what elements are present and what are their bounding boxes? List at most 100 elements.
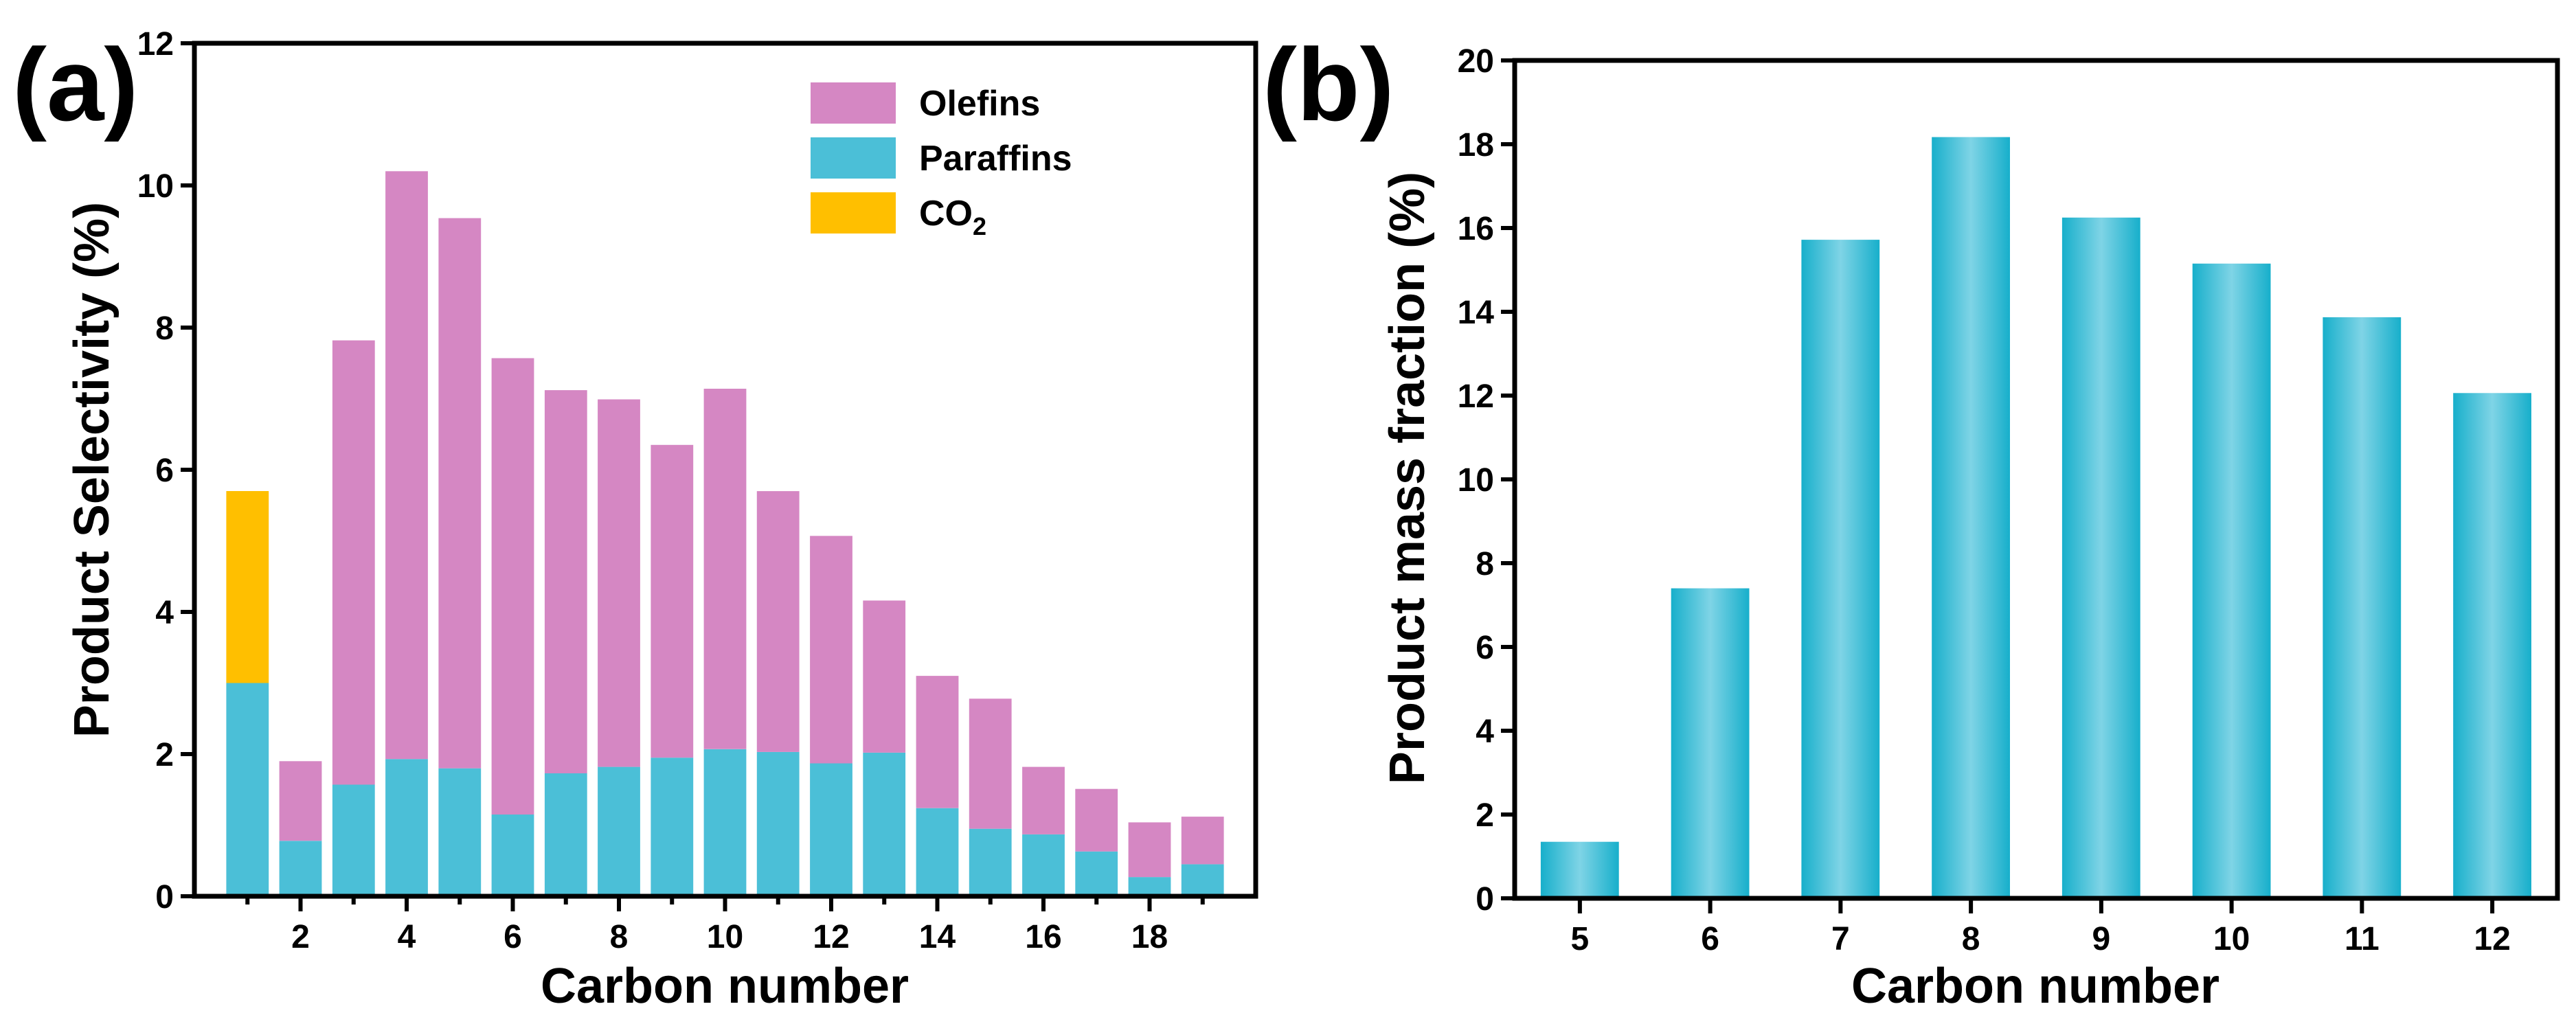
bar-b-c12 xyxy=(2453,393,2531,898)
y-tick-label-b-4: 4 xyxy=(1476,714,1494,750)
y-axis-title-a: Product Selectivity (%) xyxy=(65,202,120,738)
y-tick-label-a-12: 12 xyxy=(137,26,174,62)
legend-label-subscript: 2 xyxy=(973,212,986,240)
legend-a: Olefins Paraffins CO2 xyxy=(811,82,1072,240)
x-tick-label-a-18: 18 xyxy=(1131,919,1168,955)
bar-olefins-c17 xyxy=(1075,788,1118,852)
bar-paraffins-c3 xyxy=(332,784,375,896)
bar-paraffins-c2 xyxy=(279,841,322,896)
bar-paraffins-c13 xyxy=(863,752,906,896)
y-tick-label-b-18: 18 xyxy=(1458,127,1494,163)
x-axis-title-b: Carbon number xyxy=(1851,959,2219,1014)
bar-paraffins-c4 xyxy=(385,759,428,896)
bar-olefins-c4 xyxy=(385,171,428,760)
y-tick-label-b-10: 10 xyxy=(1458,462,1494,499)
x-tick-label-b-11: 11 xyxy=(2345,921,2380,957)
x-axis-title-a: Carbon number xyxy=(541,959,909,1014)
x-tick-label-b-7: 7 xyxy=(1831,921,1850,957)
bar-paraffins-c12 xyxy=(810,763,852,896)
x-tick-label-b-5: 5 xyxy=(1571,921,1590,957)
bar-b-c11 xyxy=(2323,317,2402,898)
y-tick-label-a-0: 0 xyxy=(155,879,174,915)
legend-swatch-paraffins xyxy=(811,137,896,179)
x-tick-label-b-8: 8 xyxy=(1962,921,1980,957)
bar-paraffins-c9 xyxy=(651,758,694,896)
bar-paraffins-c19 xyxy=(1181,864,1224,896)
x-tick-label-a-8: 8 xyxy=(610,919,629,955)
bar-paraffins-c17 xyxy=(1075,851,1118,896)
legend-label-co2: CO2 xyxy=(919,194,986,240)
bar-olefins-c16 xyxy=(1022,766,1065,834)
legend-swatch-co2 xyxy=(811,192,896,234)
bar-olefins-c2 xyxy=(279,761,322,841)
bar-paraffins-c10 xyxy=(703,749,747,896)
bar-olefins-c10 xyxy=(703,389,747,749)
y-tick-label-a-6: 6 xyxy=(155,453,174,489)
bar-paraffins-c11 xyxy=(756,751,800,896)
y-tick-label-a-2: 2 xyxy=(155,737,174,773)
y-tick-label-b-8: 8 xyxy=(1476,546,1494,582)
bar-co2-c1 xyxy=(226,491,269,683)
y-axis-title-b: Product mass fraction (%) xyxy=(1380,172,1435,784)
bar-b-c5 xyxy=(1540,841,1619,898)
bar-b-c8 xyxy=(1932,137,2010,899)
bar-olefins-c8 xyxy=(598,399,640,767)
bar-olefins-c5 xyxy=(438,218,482,769)
bar-olefins-c6 xyxy=(491,358,534,815)
bar-paraffins-c8 xyxy=(598,766,640,896)
bar-olefins-c11 xyxy=(756,491,800,752)
y-tick-label-b-6: 6 xyxy=(1476,630,1494,666)
y-axis-b: 0 2 4 6 8 10 12 14 16 18 20 xyxy=(1458,43,1515,918)
y-tick-label-a-4: 4 xyxy=(155,595,174,631)
legend-swatch-olefins xyxy=(811,82,896,124)
bar-b-c6 xyxy=(1671,588,1750,898)
y-tick-label-b-2: 2 xyxy=(1476,797,1494,834)
x-tick-label-b-6: 6 xyxy=(1701,921,1719,957)
legend-label-paraffins: Paraffins xyxy=(919,139,1072,179)
bar-olefins-c13 xyxy=(863,600,906,753)
bar-olefins-c14 xyxy=(916,676,959,808)
bar-paraffins-c16 xyxy=(1022,834,1065,896)
bars-a xyxy=(226,171,1224,896)
panel-label-a: (a) xyxy=(12,27,138,142)
bar-b-c10 xyxy=(2192,263,2271,898)
bar-olefins-c3 xyxy=(332,340,375,785)
x-axis-b: 5 6 7 8 9 10 11 12 xyxy=(1571,898,2511,957)
y-tick-label-b-16: 16 xyxy=(1458,211,1494,247)
legend-label-olefins: Olefins xyxy=(919,84,1040,124)
bar-olefins-c19 xyxy=(1181,817,1224,865)
y-tick-label-a-10: 10 xyxy=(137,168,174,205)
bar-paraffins-c14 xyxy=(916,808,959,896)
x-tick-label-b-10: 10 xyxy=(2213,921,2250,957)
chart-panel-b: (b) 0 2 4 6 8 10 12 14 16 18 20 5 6 7 8 9 10 11 12 Carbon… xyxy=(1263,27,2560,1014)
y-tick-label-a-8: 8 xyxy=(155,310,174,347)
bar-paraffins-c1 xyxy=(226,683,269,896)
x-axis-a: 2 4 6 8 10 12 14 16 18 xyxy=(245,896,1205,955)
chart-panel-a: (a) 0 2 4 6 8 10 12 2 4 6 8 10 12 14 16 18 Carbon numb… xyxy=(12,26,1258,1014)
bar-b-c7 xyxy=(1801,240,1880,899)
bar-paraffins-c5 xyxy=(438,768,482,896)
bar-paraffins-c7 xyxy=(544,773,587,896)
panel-label-b: (b) xyxy=(1263,27,1394,142)
y-axis-a: 0 2 4 6 8 10 12 xyxy=(137,26,194,915)
x-tick-label-b-12: 12 xyxy=(2474,921,2510,957)
bar-paraffins-c15 xyxy=(969,828,1012,896)
x-tick-label-a-16: 16 xyxy=(1025,919,1061,955)
y-tick-label-b-0: 0 xyxy=(1476,881,1494,918)
x-tick-label-a-4: 4 xyxy=(398,919,416,955)
bar-paraffins-c6 xyxy=(491,815,534,896)
x-tick-label-b-9: 9 xyxy=(2092,921,2111,957)
x-tick-label-a-12: 12 xyxy=(813,919,849,955)
bar-b-c9 xyxy=(2061,217,2140,899)
x-tick-label-a-10: 10 xyxy=(707,919,743,955)
y-tick-label-b-20: 20 xyxy=(1458,43,1494,80)
bar-olefins-c18 xyxy=(1128,822,1171,878)
bar-olefins-c7 xyxy=(544,390,587,773)
bar-olefins-c9 xyxy=(651,444,694,758)
bar-olefins-c15 xyxy=(969,698,1012,829)
x-tick-label-a-14: 14 xyxy=(919,919,956,955)
x-tick-label-a-6: 6 xyxy=(504,919,522,955)
y-tick-label-b-14: 14 xyxy=(1458,295,1495,331)
y-tick-label-b-12: 12 xyxy=(1458,378,1494,415)
